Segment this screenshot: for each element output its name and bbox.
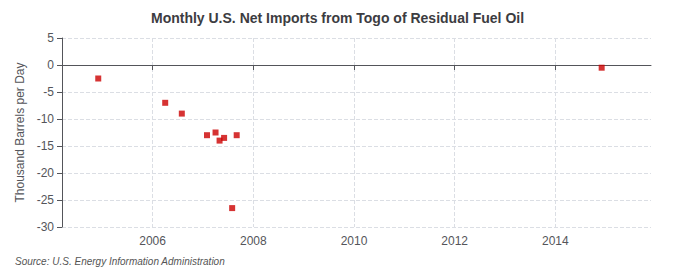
svg-text:Monthly U.S. Net Imports from: Monthly U.S. Net Imports from Togo of Re…	[151, 10, 524, 26]
svg-text:-30: -30	[37, 220, 55, 234]
svg-text:-25: -25	[37, 193, 55, 207]
svg-text:Source: U.S. Energy Informatio: Source: U.S. Energy Information Administ…	[15, 256, 225, 267]
svg-text:Thousand Barrels per Day: Thousand Barrels per Day	[13, 62, 27, 202]
svg-text:2008: 2008	[240, 234, 267, 248]
svg-text:2012: 2012	[441, 234, 468, 248]
svg-text:-20: -20	[37, 166, 55, 180]
svg-text:2014: 2014	[542, 234, 569, 248]
svg-text:0: 0	[47, 58, 54, 72]
svg-text:5: 5	[47, 31, 54, 45]
svg-text:-5: -5	[43, 85, 54, 99]
svg-text:2006: 2006	[139, 234, 166, 248]
svg-text:-10: -10	[37, 112, 55, 126]
svg-text:2010: 2010	[341, 234, 368, 248]
svg-text:-15: -15	[37, 139, 55, 153]
